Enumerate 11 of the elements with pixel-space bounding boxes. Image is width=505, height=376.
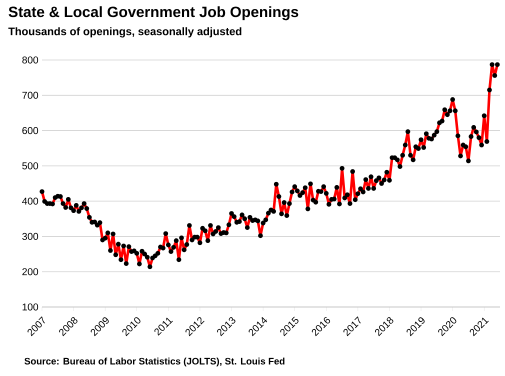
- chart-subtitle: Thousands of openings, seasonally adjusted: [8, 27, 242, 38]
- y-tick-label: 400: [22, 198, 38, 205]
- y-tick-label: 200: [22, 268, 38, 276]
- y-tick-label: 600: [22, 127, 38, 134]
- source-note: Source: Bureau of Labor Statistics (JOLTS), St. Louis Fed: [24, 358, 284, 366]
- chart-title: State & Local Government Job Openings: [8, 6, 298, 20]
- y-tick-label: 700: [22, 92, 38, 99]
- y-tick-label: 800: [22, 56, 38, 64]
- y-tick-label: 300: [22, 232, 38, 240]
- y-tick-label: 500: [22, 162, 38, 170]
- y-tick-label: 100: [22, 303, 38, 311]
